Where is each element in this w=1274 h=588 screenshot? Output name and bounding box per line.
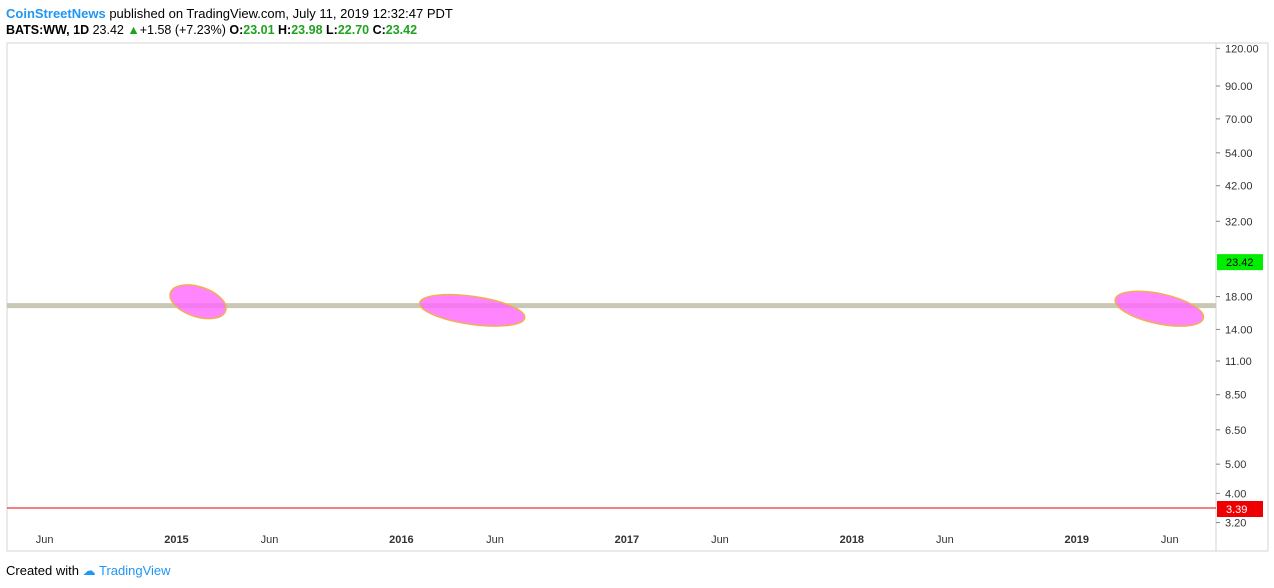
x-tick-label: 2015 xyxy=(164,534,188,546)
open-label: O: xyxy=(229,23,244,37)
y-tick-label: 14.00 xyxy=(1225,324,1253,336)
x-tick-label: 2017 xyxy=(615,534,639,546)
x-tick-label: Jun xyxy=(711,534,729,546)
low-label: L: xyxy=(326,23,338,37)
y-tick-label: 3.20 xyxy=(1225,518,1246,530)
author-link[interactable]: CoinStreetNews xyxy=(6,6,106,21)
volume-badge-label: 3.39 xyxy=(1226,504,1247,516)
y-tick-label: 18.00 xyxy=(1225,292,1253,304)
y-tick-label: 32.00 xyxy=(1225,216,1253,228)
x-tick-label: Jun xyxy=(1161,534,1179,546)
y-tick-label: 70.00 xyxy=(1225,114,1253,126)
x-tick-label: Jun xyxy=(486,534,504,546)
y-tick-label: 11.00 xyxy=(1225,356,1252,368)
last-price-badge-label: 23.42 xyxy=(1226,257,1254,269)
highlight-ellipse xyxy=(1114,290,1205,327)
tradingview-logo-icon: ☁ xyxy=(82,563,96,578)
x-tick-label: Jun xyxy=(936,534,954,546)
x-tick-label: 2019 xyxy=(1064,534,1088,546)
close-value: 23.42 xyxy=(385,23,418,37)
y-tick-label: 120.00 xyxy=(1225,43,1259,55)
price-change: +1.58 (+7.23%) xyxy=(139,23,226,37)
high-value: 23.98 xyxy=(291,23,323,37)
volume-badge xyxy=(1217,501,1263,517)
ohlc-legend: BATS:WW, 1D 23.42 ▲+1.58 (+7.23%) O:23.0… xyxy=(6,22,417,39)
up-arrow-icon: ▲ xyxy=(127,23,140,37)
high-label: H: xyxy=(278,23,292,37)
price-chart[interactable]: 120.00 90.00 70.00 54.00 42.00 32.00 18.00 14.0… xyxy=(0,0,1274,560)
created-with-text: Created with xyxy=(6,563,79,578)
y-tick-label: 54.00 xyxy=(1225,148,1253,160)
y-tick-label: 6.50 xyxy=(1225,425,1246,437)
x-tick-label: Jun xyxy=(36,534,54,546)
x-tick-label: 2016 xyxy=(389,534,413,546)
tradingview-link[interactable]: TradingView xyxy=(99,563,171,578)
chart-header: CoinStreetNews published on TradingView.… xyxy=(6,5,453,22)
low-value: 22.70 xyxy=(337,23,370,37)
close-label: C: xyxy=(372,23,386,37)
footer: Created with ☁ TradingView xyxy=(6,563,171,579)
last-price: 23.42 xyxy=(92,23,124,37)
published-text: published on TradingView.com, July 11, 2… xyxy=(109,6,453,21)
highlight-ellipse xyxy=(418,293,526,327)
x-tick-label: Jun xyxy=(261,534,279,546)
last-price-badge xyxy=(1217,254,1263,271)
open-value: 23.01 xyxy=(243,23,275,37)
y-tick-label: 42.00 xyxy=(1225,181,1253,193)
y-tick-label: 4.00 xyxy=(1225,488,1246,500)
highlight-ellipse xyxy=(169,284,227,320)
y-tick-label: 90.00 xyxy=(1225,81,1253,93)
y-tick-label: 8.50 xyxy=(1225,390,1246,402)
x-tick-label: 2018 xyxy=(840,534,864,546)
symbol-label[interactable]: BATS:WW, 1D xyxy=(6,23,90,37)
y-tick-label: 5.00 xyxy=(1225,459,1246,471)
